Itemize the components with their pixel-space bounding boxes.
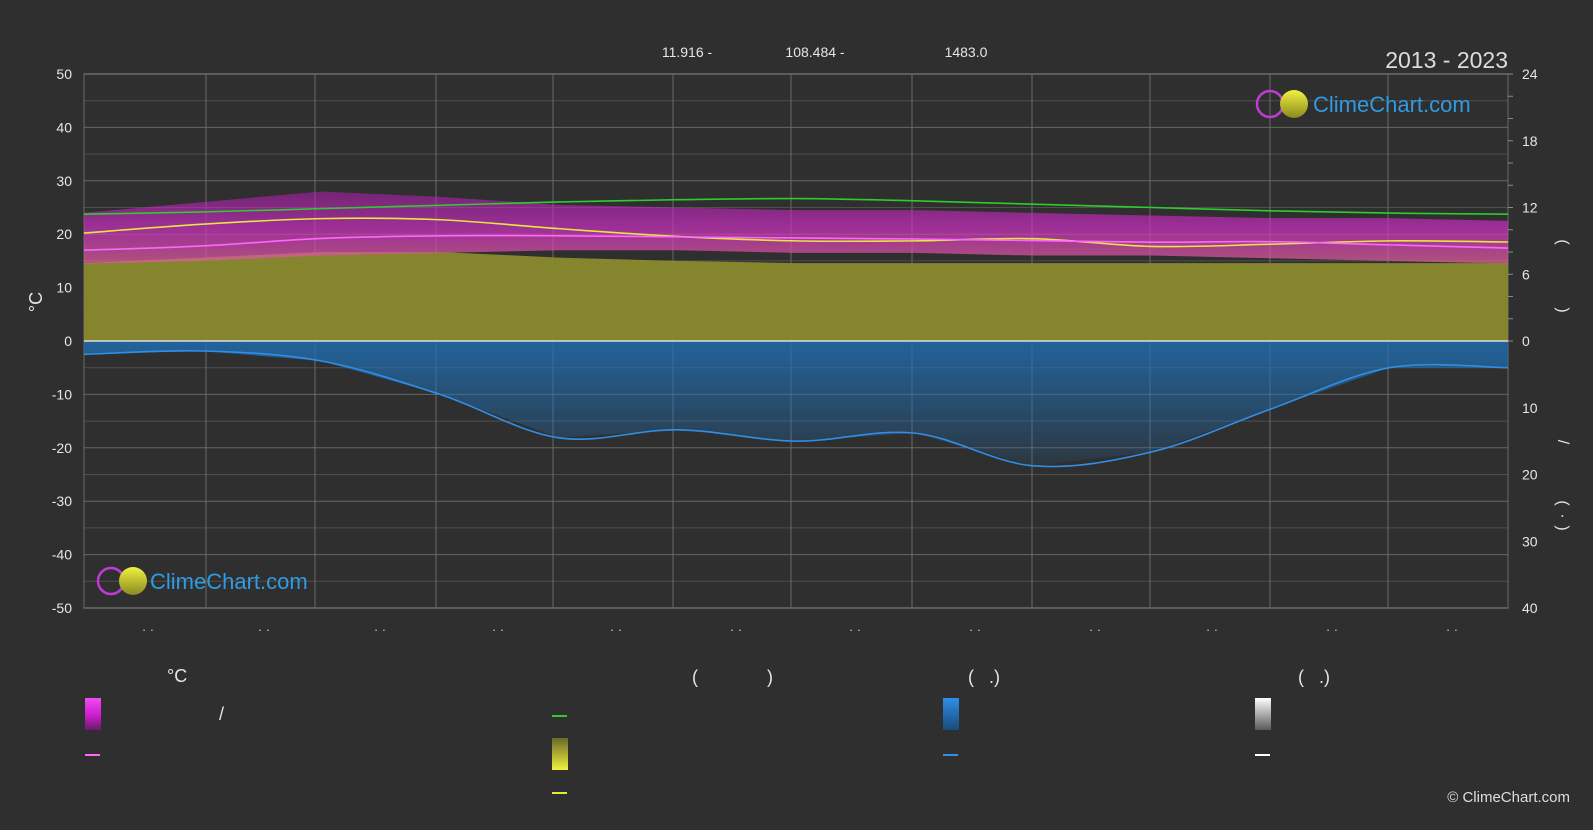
daylight-line	[83, 197, 1509, 215]
sunshine-line	[83, 217, 1509, 248]
line-layer	[83, 197, 1509, 468]
left-tick-label: -50	[52, 600, 72, 616]
right-tick-label: 6	[1522, 266, 1530, 282]
legend-col1-slash: /	[219, 704, 224, 724]
month-tick-label: · ·	[730, 622, 742, 637]
right-tick-label: 40	[1522, 600, 1538, 616]
right-tick-label: 30	[1522, 533, 1538, 549]
sunshine-area	[84, 252, 1508, 341]
left-tick-label: 20	[56, 226, 72, 242]
mean-temp-line	[83, 234, 1509, 252]
axis-layer: 50 40 30 20 10 0 -10 -20 -30 -40 -50 24 18 12 6 0 10 20 30…	[52, 66, 1538, 637]
legend-snow-swatch	[1255, 698, 1271, 730]
legend: °C ( ) ( .) ( .) /	[85, 666, 1330, 794]
logo-sun-icon	[1280, 90, 1308, 118]
right-tick-label: 18	[1522, 133, 1538, 149]
month-tick-label: · ·	[1206, 622, 1218, 637]
legend-col1-header: °C	[167, 666, 187, 686]
copyright: © ClimeChart.com	[1447, 789, 1570, 806]
left-tick-label: -40	[52, 547, 72, 563]
legend-sunshine-swatch	[552, 738, 568, 770]
area-layer	[84, 191, 1508, 466]
month-tick-label: · ·	[1446, 622, 1458, 637]
legend-daylight-line	[552, 715, 567, 717]
left-tick-label: -10	[52, 386, 72, 402]
month-tick-label: · ·	[1089, 622, 1101, 637]
legend-col2-header-open: (	[692, 667, 698, 687]
right-axis-label-1: (	[1554, 239, 1571, 245]
month-tick-label: · ·	[610, 622, 622, 637]
right-tick-label: 12	[1522, 200, 1538, 216]
month-tick-label: · ·	[849, 622, 861, 637]
logo-top-text: ClimeChart.com	[1313, 92, 1471, 117]
right-axis-label-4: (	[1554, 500, 1571, 506]
precipitation-area	[84, 341, 1508, 466]
legend-mean-temp-line	[85, 754, 100, 756]
left-tick-label: 0	[64, 333, 72, 349]
right-axis-label-5: ·	[1554, 513, 1571, 518]
legend-snow-line	[1255, 754, 1270, 756]
right-tick-label: 10	[1522, 400, 1538, 416]
legend-col3-header: ( .)	[968, 667, 1000, 687]
legend-col4-header: ( .)	[1298, 667, 1330, 687]
right-tick-label: 0	[1522, 333, 1530, 349]
right-axis-label-3: /	[1554, 440, 1571, 445]
temp-range-area	[84, 191, 1508, 264]
legend-temp-range-swatch	[85, 698, 101, 730]
right-axis-label-2: )	[1554, 307, 1571, 312]
left-tick-label: -20	[52, 440, 72, 456]
legend-col2-header-close: )	[767, 667, 773, 687]
logo-bottom[interactable]: ClimeChart.com	[96, 566, 308, 596]
month-tick-label: · ·	[492, 622, 504, 637]
right-tick-label: 24	[1522, 66, 1538, 82]
left-tick-label: 50	[56, 66, 72, 82]
left-axis-label: °C	[26, 292, 46, 312]
period-title: 2013 - 2023	[1385, 47, 1508, 73]
logo-bottom-text: ClimeChart.com	[150, 569, 308, 594]
legend-precip-swatch	[943, 698, 959, 730]
legend-precip-line	[943, 754, 958, 756]
right-tick-label: 20	[1522, 467, 1538, 483]
left-tick-label: 10	[56, 280, 72, 296]
header-coord-lon: 108.484 -	[785, 44, 844, 60]
month-tick-label: · ·	[969, 622, 981, 637]
right-axis-label-6: )	[1554, 525, 1571, 530]
left-tick-label: -30	[52, 493, 72, 509]
logo-top[interactable]: ClimeChart.com	[1255, 89, 1471, 119]
month-tick-label: · ·	[258, 622, 270, 637]
month-tick-label: · ·	[142, 622, 154, 637]
legend-sunshine-line	[552, 792, 567, 794]
left-tick-label: 40	[56, 119, 72, 135]
month-tick-label: · ·	[374, 622, 386, 637]
header-coord-lat: 11.916 -	[662, 44, 713, 60]
logo-sun-icon	[119, 567, 147, 595]
precipitation-line	[83, 350, 1509, 468]
left-tick-label: 30	[56, 173, 72, 189]
header-elevation: 1483.0	[945, 44, 988, 60]
month-tick-label: · ·	[1326, 622, 1338, 637]
